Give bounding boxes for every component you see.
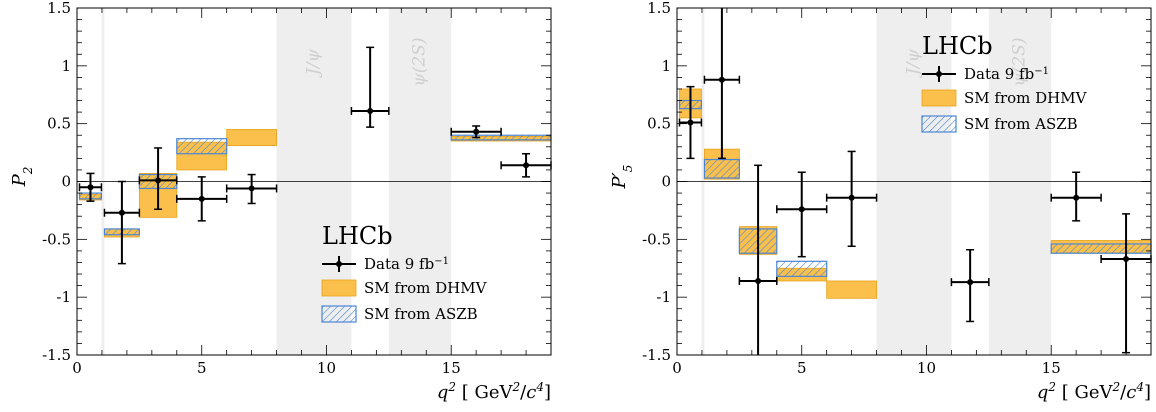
data-point: [738, 164, 778, 355]
data-marker: [155, 177, 162, 184]
data-marker: [798, 206, 805, 213]
y-tick-label: -1.5: [642, 346, 671, 364]
y-tick-label: 1.5: [47, 0, 71, 17]
legend-data-label: Data 9 fb−1: [364, 255, 449, 273]
x-tick-label: 0: [72, 359, 82, 377]
y-axis-title: P′5: [609, 165, 635, 190]
data-point: [78, 172, 103, 202]
data-marker: [473, 128, 480, 135]
legend-data-marker: [336, 261, 342, 267]
data-point: [1100, 213, 1152, 354]
y-tick-label: 1: [61, 57, 71, 75]
data-point: [776, 171, 828, 258]
data-point: [225, 173, 278, 205]
data-point: [1050, 171, 1102, 222]
y-tick-label: 0: [61, 173, 71, 191]
data-point: [950, 248, 990, 323]
data-marker: [755, 277, 762, 284]
legend-dhmv-label: SM from DHMV: [364, 279, 488, 297]
legend: LHCb Data 9 fb−1 SM from DHMV SM from ASZB: [321, 222, 488, 323]
legend-dhmv-swatch: [921, 89, 957, 107]
aszb-band: [776, 260, 828, 277]
x-tick-label: 10: [317, 359, 336, 377]
dhmv-band: [226, 129, 277, 147]
y-tick-label: -1: [656, 288, 671, 306]
aszb-band: [703, 158, 740, 179]
data-point: [138, 147, 178, 211]
x-tick-label: 15: [442, 359, 461, 377]
x-tick-label: 5: [797, 359, 807, 377]
aszb-band: [450, 134, 552, 141]
data-marker: [198, 195, 205, 202]
data-point: [678, 85, 703, 160]
data-marker: [967, 279, 974, 286]
legend-title: LHCb: [322, 222, 393, 250]
chart-p2: J/ψ ψ(2S) 0 5 10 15 -1.5 -1 -0.5 0 0.5 1 1.5 P2 q2 [ G…: [9, 0, 552, 403]
x-axis-title: q2 [ GeV2/c4]: [437, 380, 551, 403]
data-marker: [87, 184, 94, 191]
data-point: [103, 180, 141, 265]
legend-aszb-swatch: [321, 305, 357, 323]
x-tick-label: 10: [917, 359, 936, 377]
y-tick-label: 0.5: [647, 115, 671, 133]
y-tick-label: 0: [661, 173, 671, 191]
data-marker: [718, 76, 725, 83]
legend: LHCb Data 9 fb−1 SM from DHMV SM from ASZB: [921, 32, 1088, 133]
veto-region-label: J/ψ: [904, 48, 924, 78]
data-point: [500, 152, 552, 178]
y-tick-label: -0.5: [642, 230, 671, 248]
data-marker: [1073, 194, 1080, 201]
data-marker: [848, 194, 855, 201]
x-axis-title: q2 [ GeV2/c4]: [1037, 380, 1151, 403]
data-point: [825, 150, 878, 248]
aszb-band: [176, 138, 228, 155]
data-marker: [687, 119, 694, 126]
y-tick-label: 1.5: [647, 0, 671, 17]
chart-p5prime: J/ψ ψ(2S) 0 5 10 15 -1.5 -1 -0.5 0 0.5 1 1.5 P′5 q2 [ …: [609, 0, 1152, 403]
y-axis-title: P2: [9, 167, 35, 188]
veto-region-label: J/ψ: [304, 48, 324, 78]
aszb-band: [1050, 243, 1152, 254]
legend-aszb-swatch: [921, 115, 957, 133]
data-marker: [118, 209, 125, 216]
x-tick-label: 0: [672, 359, 682, 377]
x-tick-label: 5: [197, 359, 207, 377]
legend-title: LHCb: [922, 32, 993, 60]
legend-aszb-label: SM from ASZB: [364, 305, 478, 323]
legend-data-marker: [936, 71, 942, 77]
x-tick-label: 15: [1042, 359, 1061, 377]
data-marker: [367, 107, 374, 114]
data-point: [176, 176, 228, 222]
y-tick-label: -1: [56, 288, 71, 306]
data-marker: [1123, 255, 1130, 262]
data-point: [450, 125, 502, 139]
legend-data-label: Data 9 fb−1: [964, 65, 1049, 83]
data-marker: [248, 185, 255, 192]
veto-region-label: ψ(2S): [410, 37, 430, 86]
data-marker: [523, 162, 530, 169]
y-tick-label: 1: [661, 57, 671, 75]
legend-aszb-label: SM from ASZB: [964, 115, 1078, 133]
dhmv-band: [826, 280, 877, 299]
y-tick-label: 0.5: [47, 115, 71, 133]
y-tick-label: -1.5: [42, 346, 71, 364]
data-point: [350, 46, 390, 128]
data-point: [703, 8, 741, 160]
legend-dhmv-label: SM from DHMV: [964, 89, 1088, 107]
veto-region-label: ψ(2S): [1010, 37, 1030, 86]
y-tick-label: -0.5: [42, 230, 71, 248]
legend-dhmv-swatch: [321, 279, 357, 297]
